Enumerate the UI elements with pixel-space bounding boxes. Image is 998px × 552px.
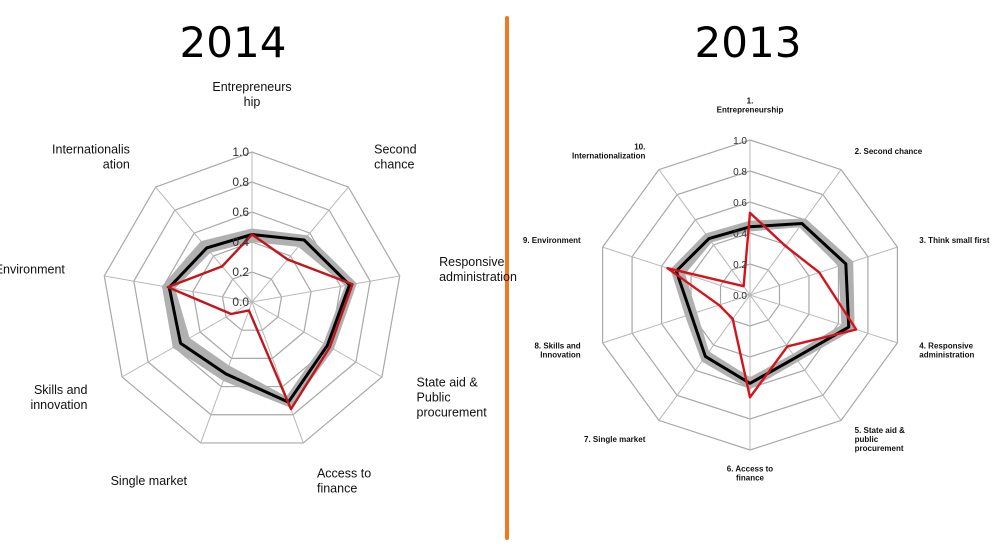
grid-spoke [749, 169, 842, 296]
axis-label: 3. Think small first [919, 236, 990, 245]
grid-ring [221, 271, 283, 331]
axis-label: Internationalis ation [52, 142, 130, 171]
radial-tick-label: 0.4 [232, 235, 249, 249]
axis-label: Environment [0, 262, 65, 276]
grid-spoke [104, 275, 253, 303]
radial-tick-label: 0.2 [232, 265, 249, 279]
radial-tick-label: 0.0 [733, 291, 747, 302]
chart-title-2014: 2014 [179, 18, 287, 67]
axis-label: Single market [111, 474, 188, 488]
panel-divider [505, 16, 509, 540]
axis-label: State aid & Public procurement [417, 375, 488, 419]
axis-label: Access to finance [317, 466, 371, 495]
grid-spoke [251, 275, 400, 303]
axis-label: 1. Entrepreneurship [717, 96, 784, 114]
radial-tick-label: 0.2 [733, 260, 747, 271]
axis-label: 9. Environment [523, 236, 581, 245]
axis-label: Skills and innovation [30, 383, 87, 412]
chart-title-2013: 2013 [694, 18, 802, 67]
radial-tick-label: 0.8 [232, 175, 249, 189]
axis-label: 5. State aid & public procurement [855, 426, 905, 453]
radial-tick-label: 0.8 [733, 167, 747, 178]
grid-spoke [749, 294, 898, 344]
axis-label: Responsive administration [439, 255, 517, 284]
grid-spoke [602, 294, 751, 344]
grid-spoke [749, 246, 898, 296]
grid-spoke [251, 301, 383, 378]
grid-ring [103, 151, 401, 444]
axis-label: Second chance [374, 142, 416, 171]
radar-chart-2014: 0.0 0.2 0.4 0.6 0.8 1.0 Entrepreneurs hip Second… [0, 80, 517, 496]
series-range-band [670, 218, 855, 390]
axis-label: 2. Second chance [855, 147, 923, 156]
axis-label: 10. Internationalization [572, 142, 645, 160]
radial-tick-label: 0.6 [232, 205, 249, 219]
series-line-black [674, 222, 851, 385]
axis-label: Entrepreneurs hip [212, 80, 291, 109]
radial-tick-label: 0.6 [733, 198, 747, 209]
axis-label: 6. Access to finance [727, 464, 774, 482]
series-line-red [666, 211, 858, 399]
series-line-black [167, 233, 351, 404]
radial-tick-label: 0.4 [733, 229, 747, 240]
axis-label: 8. Skills and Innovation [534, 341, 580, 359]
radial-tick-label: 1.0 [733, 136, 747, 147]
grid-ring [133, 181, 371, 416]
grid-spoke [251, 301, 304, 444]
grid-spoke [658, 169, 751, 296]
axis-label: 4. Responsive administration [919, 341, 974, 359]
axis-label: 7. Single market [584, 435, 646, 444]
radial-tick-label: 0.0 [232, 295, 249, 309]
series-line-red [166, 233, 354, 411]
radial-tick-label: 1.0 [232, 145, 249, 159]
